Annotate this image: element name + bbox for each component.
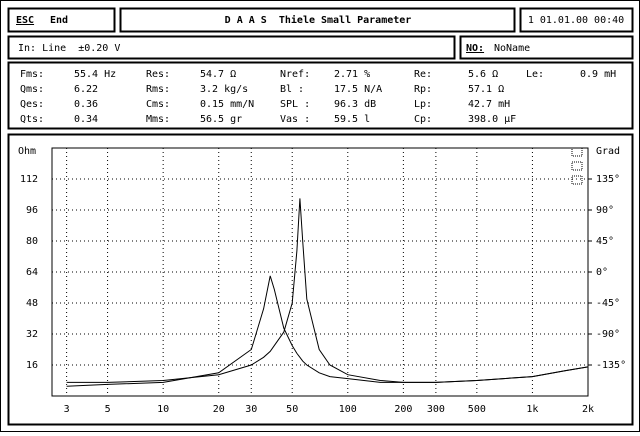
param-label: Fms: (20, 69, 44, 80)
param-label: Qes: (20, 99, 44, 110)
param-value: 0.9 mH (580, 69, 616, 80)
name-key[interactable]: NO: (466, 43, 484, 54)
y-tick-label: 16 (26, 360, 38, 371)
param-value: 17.5 N/A (334, 84, 382, 95)
param-label: Le: (526, 69, 544, 80)
param-value: 55.4 Hz (74, 69, 116, 80)
param-value: 54.7 Ω (200, 69, 236, 80)
plot: 3 5 10 20 30 50 100 200 300 500 1k 2k 16 32 48 64 80 96 11… (20, 147, 626, 415)
param-label: Res: (146, 69, 170, 80)
y2-tick-label: -45° (596, 298, 620, 309)
param-value: 0.15 mm/N (200, 99, 254, 110)
param-value: 398.0 µF (468, 114, 516, 125)
param-value: 6.22 (74, 84, 98, 95)
param-label: Qts: (20, 114, 44, 125)
param-label: Mms: (146, 114, 170, 125)
x-tick-label: 10 (157, 404, 169, 415)
param-value: 5.6 Ω (468, 69, 498, 80)
name-box[interactable] (459, 35, 634, 60)
y2-tick-label: 0° (596, 267, 608, 278)
params: Fms: 55.4 Hz Res: 54.7 Ω Nref: 2.71 % Re: 5.6 Ω… (20, 69, 616, 125)
name-value[interactable]: NoName (494, 43, 530, 54)
x-tick-label: 2k (582, 404, 594, 415)
title: D A A S Thiele Small Parameter (225, 14, 412, 26)
y-tick-label: 64 (26, 267, 38, 278)
impedance-line (66, 275, 589, 387)
x-tick-label: 5 (105, 404, 111, 415)
y-tick-label: 32 (26, 329, 38, 340)
x-tick-label: 200 (394, 404, 412, 415)
input-box[interactable] (7, 35, 456, 60)
end-label[interactable]: End (50, 15, 68, 26)
param-label: Lp: (414, 99, 432, 110)
param-label: Cp: (414, 114, 432, 125)
x-tick-label: 100 (339, 404, 357, 415)
esc-box[interactable] (7, 7, 116, 33)
date-box (519, 7, 634, 33)
legend-box (571, 161, 583, 171)
param-value: 0.36 (74, 99, 98, 110)
y2-tick-label: 90° (596, 205, 614, 216)
x-tick-label: 20 (213, 404, 225, 415)
y2-tick-label: 135° (596, 174, 620, 185)
x-tick-label: 30 (245, 404, 257, 415)
param-value: 59.5 l (334, 114, 370, 125)
x-tick-label: 300 (427, 404, 445, 415)
param-value: 3.2 kg/s (200, 84, 248, 95)
y2-tick-label: -135° (596, 360, 626, 371)
y-axis-label: Ohm (18, 146, 36, 157)
y2-axis-label: Grad (596, 146, 620, 157)
param-value: 2.71 % (334, 69, 370, 80)
chart-box (7, 133, 634, 426)
param-label: SPL : (280, 99, 310, 110)
param-label: Re: (414, 69, 432, 80)
y-tick-label: 48 (26, 298, 38, 309)
legend-box (571, 175, 583, 185)
param-value: 0.34 (74, 114, 98, 125)
x-tick-label: 50 (286, 404, 298, 415)
title-box (119, 7, 516, 33)
param-label: Bl : (280, 84, 304, 95)
input-label[interactable]: In: Line ±0.20 V (18, 43, 120, 54)
params-box (7, 61, 634, 130)
param-value: 96.3 dB (334, 99, 376, 110)
param-label: Rp: (414, 84, 432, 95)
param-label: Vas : (280, 114, 310, 125)
x-tick-label: 3 (64, 404, 70, 415)
param-label: Nref: (280, 69, 310, 80)
y2-tick-label: -90° (596, 329, 620, 340)
param-value: 56.5 gr (200, 114, 242, 125)
param-value: 42.7 mH (468, 99, 510, 110)
param-label: Rms: (146, 84, 170, 95)
y-tick-label: 112 (20, 174, 38, 185)
param-label: Cms: (146, 99, 170, 110)
param-value: 57.1 Ω (468, 84, 504, 95)
y2-tick-label: 45° (596, 236, 614, 247)
y-tick-label: 96 (26, 205, 38, 216)
x-tick-label: 500 (468, 404, 486, 415)
esc-key[interactable]: ESC (16, 15, 34, 26)
datetime: 1 01.01.00 00:40 (528, 15, 624, 26)
y-tick-label: 80 (26, 236, 38, 247)
x-tick-label: 1k (526, 404, 538, 415)
param-label: Qms: (20, 84, 44, 95)
